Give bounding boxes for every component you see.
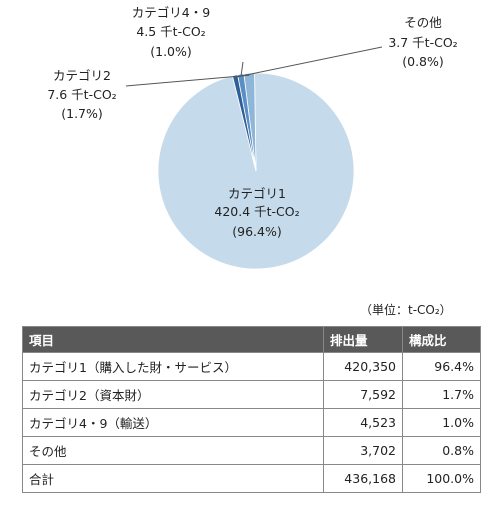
row-ratio: 1.7% — [402, 380, 481, 409]
leader-line-cat2 — [125, 74, 250, 87]
table-row: カテゴリ2（資本財） 7,592 1.7% — [22, 380, 481, 409]
row-ratio: 96.4% — [402, 352, 481, 381]
table-row-total: 合計 436,168 100.0% — [22, 464, 481, 493]
label-cat1-value: 420.4 千t-CO₂ — [214, 204, 299, 219]
label-cat1-percent: (96.4%) — [232, 224, 281, 239]
label-cat1-name: カテゴリ1 — [228, 186, 286, 201]
table-header-row: 項目 排出量 構成比 — [22, 326, 481, 353]
row-emissions: 4,523 — [323, 408, 403, 437]
header-emissions: 排出量 — [323, 326, 403, 353]
pie-chart: カテゴリ1 420.4 千t-CO₂ (96.4%) カテゴリ2 7.6 千t-… — [47, 5, 458, 270]
leader-line-other — [235, 46, 383, 78]
label-cat49-percent: (1.0%) — [150, 44, 192, 59]
label-other-name: その他 — [404, 15, 442, 30]
row-item: カテゴリ4・9（輸送） — [22, 408, 324, 437]
label-cat2-name: カテゴリ2 — [53, 68, 111, 83]
pie-slice-other — [231, 74, 257, 172]
row-item: カテゴリ1（購入した財・サービス） — [22, 352, 324, 381]
row-ratio: 0.8% — [402, 436, 481, 465]
label-cat49-name: カテゴリ4・9 — [132, 5, 210, 20]
label-cat2-percent: (1.7%) — [61, 106, 103, 121]
table-row: カテゴリ1（購入した財・サービス） 420,350 96.4% — [22, 352, 481, 381]
leader-lines — [125, 46, 383, 87]
row-emissions: 7,592 — [323, 380, 403, 409]
pie-slices — [157, 72, 355, 270]
table-row: カテゴリ4・9（輸送） 4,523 1.0% — [22, 408, 481, 437]
emissions-table: 項目 排出量 構成比 カテゴリ1（購入した財・サービス） 420,350 96.… — [22, 326, 481, 493]
row-item: その他 — [22, 436, 324, 465]
label-other-value: 3.7 千t-CO₂ — [388, 35, 457, 50]
unit-note: （単位：t-CO₂） — [360, 303, 452, 317]
row-emissions: 420,350 — [323, 352, 403, 381]
leader-line-cat49 — [240, 61, 244, 77]
label-cat49-value: 4.5 千t-CO₂ — [136, 24, 205, 39]
row-ratio: 100.0% — [402, 464, 481, 493]
label-cat2-value: 7.6 千t-CO₂ — [47, 87, 116, 102]
row-item: カテゴリ2（資本財） — [22, 380, 324, 409]
row-emissions: 3,702 — [323, 436, 403, 465]
row-emissions: 436,168 — [323, 464, 403, 493]
header-item: 項目 — [22, 326, 324, 353]
row-item: 合計 — [22, 464, 324, 493]
header-ratio: 構成比 — [402, 326, 481, 353]
label-other-percent: (0.8%) — [402, 54, 444, 69]
row-ratio: 1.0% — [402, 408, 481, 437]
table-row: その他 3,702 0.8% — [22, 436, 481, 465]
